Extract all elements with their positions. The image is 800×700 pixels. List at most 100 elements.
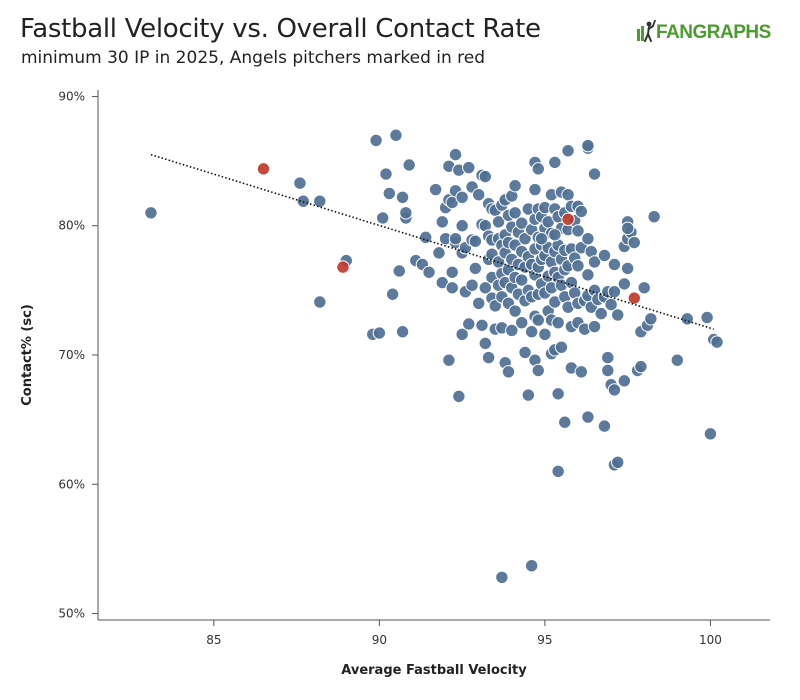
data-point: [422, 265, 436, 279]
data-point: [551, 464, 565, 479]
data-point: [518, 345, 532, 360]
data-point: [611, 455, 625, 469]
chart-axes: [97, 90, 770, 621]
data-point: [524, 325, 539, 339]
data-point: [531, 363, 545, 378]
data-point: [471, 188, 486, 202]
data-point: [369, 133, 383, 148]
data-point: [617, 277, 632, 291]
chart-subtitle: minimum 30 IP in 2025, Angels pitchers m…: [21, 48, 486, 68]
data-point: [435, 215, 449, 229]
data-point: [601, 350, 615, 365]
data-point: [313, 194, 327, 208]
data-point: [581, 268, 595, 282]
data-point: [399, 206, 413, 220]
data-point: [471, 296, 486, 310]
data-point: [597, 419, 612, 433]
data-point: [481, 350, 496, 365]
data-point: [395, 325, 410, 339]
y-tick-label: 60%: [58, 477, 85, 491]
data-point: [402, 158, 416, 172]
data-point: [448, 231, 463, 246]
data-point: [531, 313, 545, 327]
data-point: [620, 221, 635, 236]
data-point: [445, 265, 459, 279]
data-point: [524, 559, 539, 573]
data-point: [548, 228, 562, 242]
x-tick-label: 85: [206, 633, 221, 647]
data-point: [515, 216, 529, 230]
y-tick-label: 90%: [58, 89, 85, 103]
chart-title: Fastball Velocity vs. Overall Contact Ra…: [20, 14, 541, 44]
data-point: [428, 182, 443, 197]
data-point: [144, 206, 158, 220]
data-points: [144, 128, 724, 585]
data-point: [571, 224, 585, 238]
data-point-highlight: [336, 260, 350, 274]
data-point: [703, 427, 718, 441]
data-point: [455, 219, 469, 233]
data-point: [475, 318, 489, 332]
x-tick-label: 90: [372, 633, 387, 647]
data-point: [515, 273, 529, 287]
data-point: [392, 264, 406, 278]
data-point: [597, 248, 612, 263]
data-point: [647, 209, 661, 224]
data-point: [375, 211, 390, 225]
x-tick-label: 100: [699, 633, 722, 647]
data-point: [462, 160, 476, 175]
data-point: [581, 410, 595, 424]
data-point: [515, 315, 529, 330]
data-point: [601, 363, 615, 378]
data-point: [505, 323, 519, 338]
fangraphs-logo-text: FANGRAPHS: [656, 22, 771, 43]
fangraphs-logo[interactable]: FANGRAPHS: [636, 19, 771, 46]
data-point: [445, 281, 459, 295]
data-point: [508, 206, 522, 220]
data-point: [558, 415, 572, 429]
data-point: [571, 259, 585, 273]
data-point: [548, 155, 562, 170]
data-point-highlight: [627, 291, 641, 305]
data-point: [587, 255, 602, 269]
data-point: [574, 204, 589, 219]
y-tick-label: 80%: [58, 219, 85, 233]
data-point: [508, 304, 522, 318]
data-point: [442, 353, 456, 367]
data-point: [710, 335, 724, 349]
data-point: [389, 128, 403, 142]
data-point: [644, 312, 658, 326]
data-point: [508, 178, 522, 193]
data-point: [700, 310, 714, 325]
data-point: [607, 383, 622, 397]
data-point: [452, 389, 466, 404]
data-point: [432, 246, 446, 260]
y-tick-label: 50%: [58, 607, 85, 621]
data-point: [372, 326, 387, 340]
data-point: [561, 144, 575, 158]
data-point: [581, 231, 595, 246]
data-point: [465, 278, 479, 292]
data-point: [313, 295, 327, 309]
data-point: [627, 235, 641, 250]
data-point: [385, 287, 400, 301]
data-point: [574, 365, 589, 379]
data-point: [395, 190, 410, 204]
data-point: [528, 182, 542, 197]
data-point: [551, 387, 565, 401]
data-point: [581, 138, 595, 153]
data-point: [455, 327, 469, 342]
data-point: [491, 215, 506, 229]
data-point: [670, 353, 685, 367]
data-point: [419, 230, 433, 245]
y-tick-label: 70%: [58, 348, 85, 362]
data-point: [518, 231, 532, 246]
data-point: [468, 261, 483, 276]
data-point: [617, 374, 632, 388]
fangraphs-batter-icon: [636, 19, 656, 46]
data-point: [611, 308, 625, 322]
data-point: [455, 190, 469, 204]
data-point: [488, 299, 502, 313]
data-point: [634, 359, 648, 374]
data-point: [607, 257, 622, 272]
